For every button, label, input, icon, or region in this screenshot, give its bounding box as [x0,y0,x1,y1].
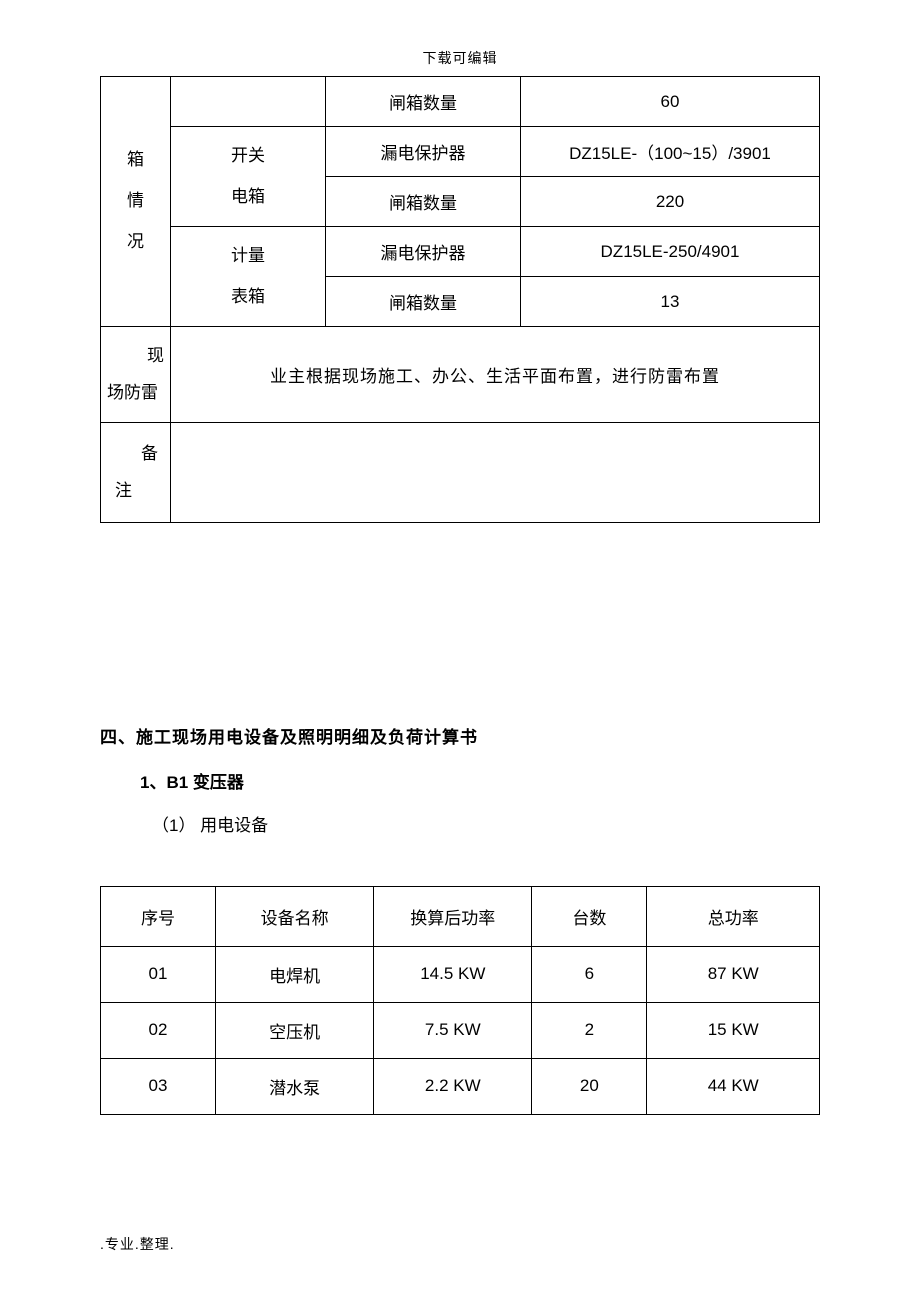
cell-leakage-label: 漏电保护器 [326,127,521,177]
cell-leakage-val: DZ15LE-（100~15）/3901 [521,127,820,177]
cell-qty: 2 [532,1002,647,1058]
cell-power: 14.5 KW [374,946,532,1002]
cell-total: 44 KW [647,1058,820,1114]
sub-heading: 1、B1 变压器 [140,768,820,793]
page-footer: .专业.整理. [100,1234,175,1254]
cell-power: 7.5 KW [374,1002,532,1058]
cell-gate-qty-label-2: 闸箱数量 [326,177,521,227]
section-heading: 四、施工现场用电设备及照明明细及负荷计算书 [100,723,820,748]
lightning-text: 业主根据现场施工、办公、生活平面布置，进行防雷布置 [171,327,820,423]
remark-text [171,422,820,522]
table-row: 03 潜水泵 2.2 KW 20 44 KW [101,1058,820,1114]
remark-label: 备 注 [101,425,170,520]
cell-qty: 20 [532,1058,647,1114]
table-row: 01 电焊机 14.5 KW 6 87 KW [101,946,820,1002]
switch-box-label: 开关 电箱 [171,136,325,218]
cell-name: 空压机 [216,1002,374,1058]
cell-gate-qty-60: 60 [521,77,820,127]
cell-seq: 03 [101,1058,216,1114]
cell-gate-qty-label: 闸箱数量 [326,77,521,127]
situation-table: 箱 情 况 闸箱数量 60 开关 电箱 漏电保护器 DZ15LE-（100~15… [100,76,820,523]
lightning-label: 现 场防雷 [101,327,170,422]
th-power: 换算后功率 [374,886,532,946]
sub-sub-heading: （1） 用电设备 [152,811,820,836]
main-content: 箱 情 况 闸箱数量 60 开关 电箱 漏电保护器 DZ15LE-（100~15… [0,76,920,1115]
cell-total: 87 KW [647,946,820,1002]
meter-box-label: 计量 表箱 [171,236,325,318]
cell-seq: 01 [101,946,216,1002]
cell-name: 电焊机 [216,946,374,1002]
page-header: 下载可编辑 [0,0,920,76]
equipment-table: 序号 设备名称 换算后功率 台数 总功率 01 电焊机 14.5 KW 6 87… [100,886,820,1115]
cell-qty: 6 [532,946,647,1002]
th-qty: 台数 [532,886,647,946]
cell-seq: 02 [101,1002,216,1058]
cell-blank [171,77,326,127]
th-name: 设备名称 [216,886,374,946]
cell-total: 15 KW [647,1002,820,1058]
cell-gate-qty-13: 13 [521,277,820,327]
cell-name: 潜水泵 [216,1058,374,1114]
table-header-row: 序号 设备名称 换算后功率 台数 总功率 [101,886,820,946]
cell-leakage-label-2: 漏电保护器 [326,227,521,277]
th-total: 总功率 [647,886,820,946]
cell-gate-qty-220: 220 [521,177,820,227]
situation-label: 箱 情 况 [101,130,170,272]
cell-power: 2.2 KW [374,1058,532,1114]
cell-gate-qty-label-3: 闸箱数量 [326,277,521,327]
table-row: 02 空压机 7.5 KW 2 15 KW [101,1002,820,1058]
cell-leakage-val-2: DZ15LE-250/4901 [521,227,820,277]
th-seq: 序号 [101,886,216,946]
